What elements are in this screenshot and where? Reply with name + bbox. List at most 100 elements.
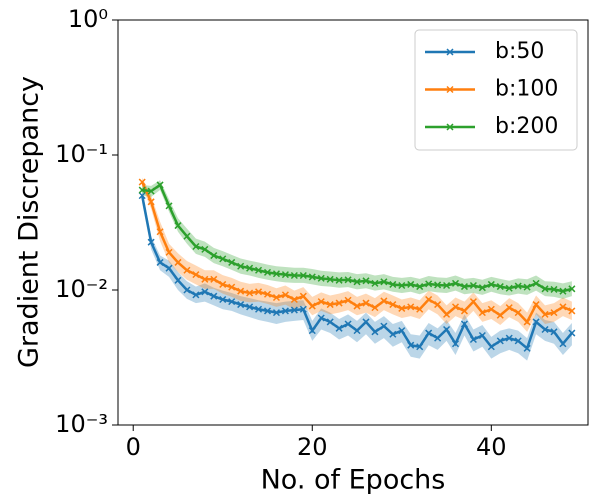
marker <box>398 281 406 290</box>
marker <box>443 281 451 290</box>
marker <box>443 325 451 334</box>
marker <box>371 279 379 287</box>
marker <box>416 305 424 313</box>
marker <box>550 328 558 336</box>
marker <box>255 266 263 274</box>
marker <box>281 291 289 299</box>
y-tick-label: 10⁻¹ <box>55 140 108 168</box>
marker <box>371 328 379 336</box>
marker <box>559 287 567 295</box>
marker <box>183 266 191 274</box>
marker <box>451 303 460 311</box>
x-axis-label: No. of Epochs <box>261 465 446 496</box>
marker <box>183 232 191 240</box>
marker <box>416 343 424 351</box>
marker <box>541 325 549 334</box>
marker <box>165 202 173 210</box>
marker <box>451 340 460 348</box>
marker <box>568 307 576 315</box>
marker <box>317 274 325 282</box>
marker <box>165 264 173 272</box>
marker <box>281 307 289 315</box>
marker <box>246 264 254 272</box>
marker <box>469 335 477 344</box>
marker <box>299 292 307 300</box>
marker <box>559 340 567 348</box>
marker <box>496 337 504 345</box>
y-tick-label: 10⁻² <box>55 275 108 303</box>
marker <box>559 303 567 311</box>
marker <box>353 302 361 310</box>
marker <box>496 311 504 319</box>
marker <box>425 280 433 288</box>
legend-label: b:50 <box>495 39 544 64</box>
marker <box>550 309 558 317</box>
marker <box>451 279 460 287</box>
marker <box>138 186 146 194</box>
marker <box>263 268 272 276</box>
marker <box>228 258 236 266</box>
marker <box>371 304 379 312</box>
marker <box>380 278 388 286</box>
marker <box>550 285 558 293</box>
marker <box>326 301 334 309</box>
marker <box>425 329 433 337</box>
marker <box>434 334 442 342</box>
marker <box>532 318 540 326</box>
marker <box>380 297 388 305</box>
marker <box>255 288 263 296</box>
marker <box>380 322 388 330</box>
marker <box>219 255 227 263</box>
marker <box>505 284 513 292</box>
marker <box>290 295 298 304</box>
marker <box>147 187 155 195</box>
marker <box>237 287 245 295</box>
marker <box>228 298 236 306</box>
marker <box>147 198 155 206</box>
marker <box>192 242 200 251</box>
marker <box>174 276 182 284</box>
marker <box>210 275 218 283</box>
marker <box>299 305 307 313</box>
marker <box>183 286 191 294</box>
marker <box>192 271 200 279</box>
marker <box>326 275 334 283</box>
marker <box>201 288 209 296</box>
marker <box>308 302 316 310</box>
marker <box>514 337 522 345</box>
marker <box>192 291 200 299</box>
marker <box>514 309 522 317</box>
marker <box>344 320 352 328</box>
marker <box>460 307 468 315</box>
marker <box>407 303 415 311</box>
x-tick-label: 0 <box>126 433 141 461</box>
y-tick-label: 10⁰ <box>68 5 108 33</box>
marker <box>487 305 495 313</box>
marker <box>246 303 254 311</box>
x-tick-label: 20 <box>297 433 328 461</box>
marker <box>505 304 513 312</box>
marker <box>478 309 486 317</box>
marker <box>156 258 164 266</box>
marker <box>389 280 397 288</box>
marker <box>138 178 146 186</box>
marker <box>138 192 146 200</box>
marker <box>299 271 307 280</box>
marker <box>523 318 531 326</box>
marker <box>407 341 415 349</box>
marker <box>469 298 477 306</box>
marker <box>219 295 227 304</box>
marker <box>532 301 540 309</box>
marker <box>460 283 468 291</box>
marker <box>407 280 415 288</box>
marker <box>210 292 218 300</box>
marker <box>353 327 361 335</box>
marker <box>317 314 325 322</box>
marker <box>335 299 343 307</box>
marker <box>344 296 352 304</box>
marker <box>487 343 495 351</box>
marker <box>281 271 289 279</box>
marker <box>201 245 209 253</box>
marker <box>147 238 155 246</box>
marker <box>389 330 397 338</box>
